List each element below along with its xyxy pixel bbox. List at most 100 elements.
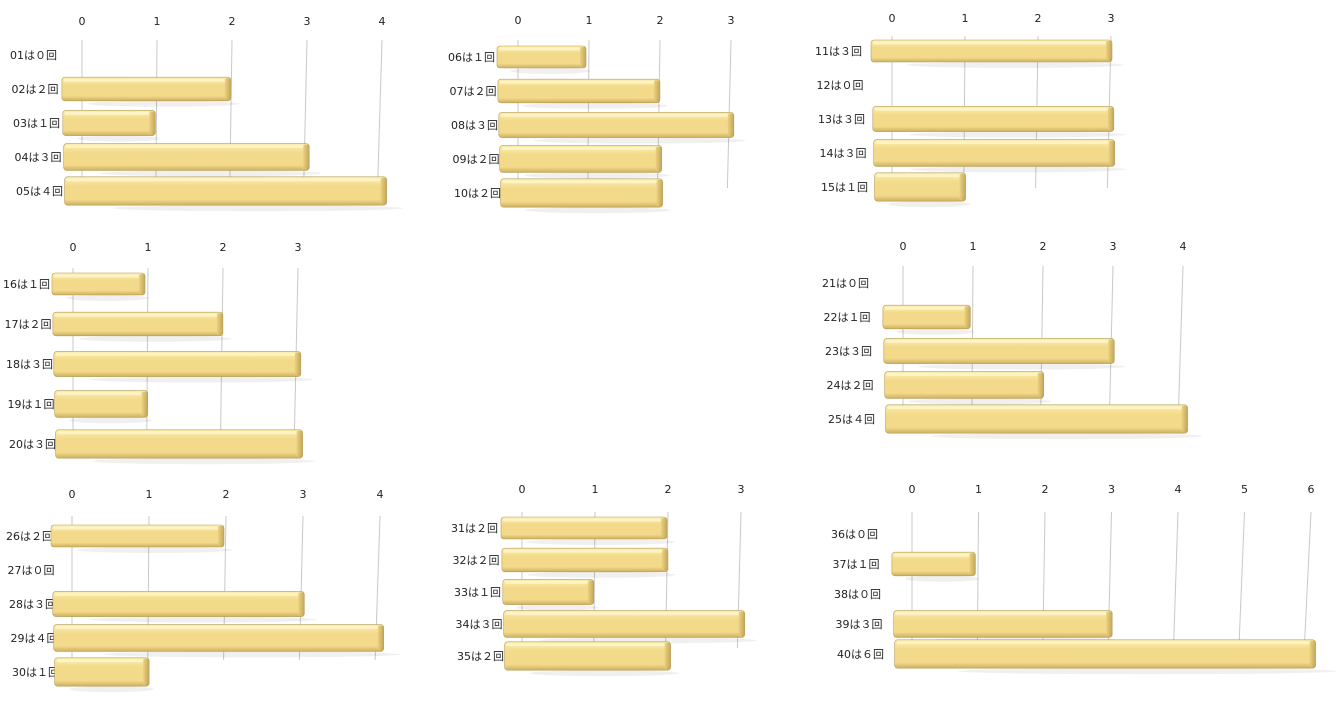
tick-label: 0 [909, 483, 916, 496]
tick-label: 0 [889, 12, 896, 25]
tick-label: 0 [900, 240, 907, 253]
bar-highlight [55, 352, 295, 356]
category-label: 24は２回 [827, 379, 874, 392]
tick-label: 6 [1308, 483, 1315, 496]
category-label: 05は４回 [16, 185, 63, 198]
bar-end-cap [653, 80, 660, 102]
bar-shadow [76, 547, 233, 553]
category-label: 19は１回 [8, 398, 55, 411]
category-label: 04は３回 [15, 151, 62, 164]
bar-end-cap [1181, 405, 1188, 433]
bar-shadow [516, 604, 599, 611]
bar-shadow [904, 575, 980, 582]
bar-shadow [957, 668, 1337, 675]
category-label: 08は３回 [451, 119, 498, 132]
bar-shadow [534, 137, 746, 144]
tick-label: 1 [962, 12, 969, 25]
bar-highlight [65, 145, 304, 149]
tick-label: 1 [146, 488, 153, 501]
bar-shadow [907, 62, 1125, 68]
tick-label: 3 [1108, 483, 1115, 496]
bar-highlight [873, 41, 1106, 45]
gridline [155, 39, 158, 201]
bar-highlight [499, 47, 580, 51]
bar-highlight [499, 80, 654, 84]
bar-shadow [888, 201, 971, 208]
category-label: 07は２回 [450, 85, 497, 98]
category-label: 06は１回 [448, 51, 495, 64]
category-label: 12は０回 [817, 79, 864, 92]
gridline [220, 267, 224, 433]
bar-end-cap [216, 313, 223, 335]
bar-highlight [885, 339, 1109, 343]
gridline [1172, 511, 1179, 659]
category-label: 01は０回 [10, 49, 57, 62]
bar-shadow [103, 651, 401, 658]
bar-shadow [529, 670, 679, 677]
category-label: 18は３回 [6, 358, 53, 371]
bar-end-cap [1108, 339, 1115, 363]
tick-label: 3 [304, 15, 311, 28]
category-label: 28は３回 [9, 598, 56, 611]
bar-end-cap [661, 518, 667, 538]
bar-end-cap [1107, 107, 1114, 131]
gridline [1238, 511, 1245, 659]
bar-highlight [57, 431, 297, 435]
bar-end-cap [1309, 640, 1316, 668]
tick-label: 4 [1180, 240, 1187, 253]
bar-end-cap [964, 306, 971, 328]
chart-panel-middle-left: 0 1 2 3 16は１回 17は２回 18は３回 19は１回 20は３回 [3, 241, 315, 465]
category-label: 34は３回 [456, 618, 503, 631]
bar-highlight [503, 549, 662, 553]
bar-highlight [893, 553, 970, 557]
tick-label: 0 [79, 15, 86, 28]
category-label: 29は４回 [11, 632, 58, 645]
bar-shadow [908, 131, 1126, 138]
tick-label: 3 [738, 483, 745, 496]
bar-shadow [524, 172, 670, 179]
bar-shadow [87, 100, 240, 107]
bar-shadow [896, 328, 975, 335]
tick-label: 2 [657, 14, 664, 27]
category-label: 33は１回 [454, 586, 501, 599]
bar-shadow [90, 376, 314, 383]
tick-label: 1 [145, 241, 152, 254]
bar-highlight [53, 526, 218, 530]
category-label: 13は３回 [818, 113, 865, 126]
bar-highlight [64, 111, 150, 115]
bar-end-cap [655, 146, 662, 172]
bar-shadow [68, 417, 153, 424]
bar-highlight [503, 518, 661, 522]
chart-panel-bottom-center: 0 1 2 3 31は２回 32は２回 33は１回 34は３回 35は２回 [451, 483, 757, 677]
bar-end-cap [380, 177, 387, 205]
chart-panel-top-left: 0 1 2 3 4 01は０回 02は２回 03は１回 04は３回 05は４回 [10, 15, 403, 212]
bar-end-cap [1037, 372, 1044, 398]
bar-highlight [506, 643, 665, 647]
bar-end-cap [303, 144, 310, 170]
bar-end-cap [143, 658, 150, 686]
category-label: 27は０回 [8, 564, 55, 577]
bar-highlight [56, 392, 142, 396]
tick-label: 0 [69, 488, 76, 501]
category-label: 20は３回 [9, 438, 56, 451]
bar-end-cap [296, 430, 303, 458]
category-label: 25は４回 [828, 413, 875, 426]
bar-end-cap [661, 549, 668, 571]
bar-shadow [930, 433, 1203, 440]
bar-shadow [78, 335, 232, 342]
bar-shadow [524, 207, 671, 214]
chart-panel-bottom-left: 0 1 2 3 4 26は２回 27は０回 28は３回 29は４回 30は１回 [6, 488, 401, 693]
bar-shadow [76, 135, 160, 142]
category-label: 40は６回 [837, 648, 884, 661]
bar-shadow [908, 398, 1052, 405]
bar-shadow [100, 170, 322, 177]
bar-end-cap [218, 526, 224, 546]
bar-highlight [504, 580, 588, 584]
gridline [1303, 511, 1312, 659]
bar-shadow [65, 295, 150, 301]
category-label: 30は１回 [12, 666, 59, 679]
category-label: 10は２回 [454, 187, 501, 200]
bar-shadow [92, 458, 315, 465]
tick-label: 3 [1108, 12, 1115, 25]
